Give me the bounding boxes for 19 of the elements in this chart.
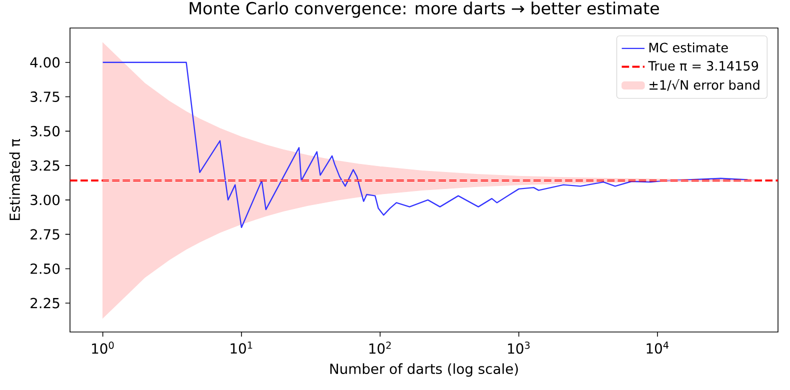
x-tick-label: 10$^{4}$	[646, 342, 668, 354]
legend-label: MC estimate	[649, 42, 728, 52]
y-tick-label: 2.50	[30, 263, 60, 274]
legend-label: ±1/√N error band	[650, 79, 760, 91]
y-tick-label: 3.25	[30, 160, 60, 171]
y-tick-label: 4.00	[30, 57, 60, 68]
y-tick-label: 2.25	[30, 298, 60, 308]
x-tick-label: 10$^{2}$	[369, 342, 391, 354]
y-tick-label: 3.50	[30, 126, 60, 136]
legend-label: True π = 3.14159	[648, 61, 758, 71]
x-axis-title: Number of darts (log scale)	[330, 363, 518, 377]
y-tick-label: 2.75	[30, 229, 60, 240]
y-tick-label: 3.75	[30, 92, 60, 102]
x-tick-label: 10$^{1}$	[230, 342, 252, 354]
x-tick-label: 10$^{3}$	[508, 342, 530, 354]
chart-title: Monte Carlo convergence: more darts → better estimate	[190, 2, 659, 18]
y-axis-title: Estimated π	[9, 138, 20, 220]
x-tick-label: 10$^{0}$	[92, 342, 114, 354]
y-tick-label: 3.00	[30, 194, 60, 206]
